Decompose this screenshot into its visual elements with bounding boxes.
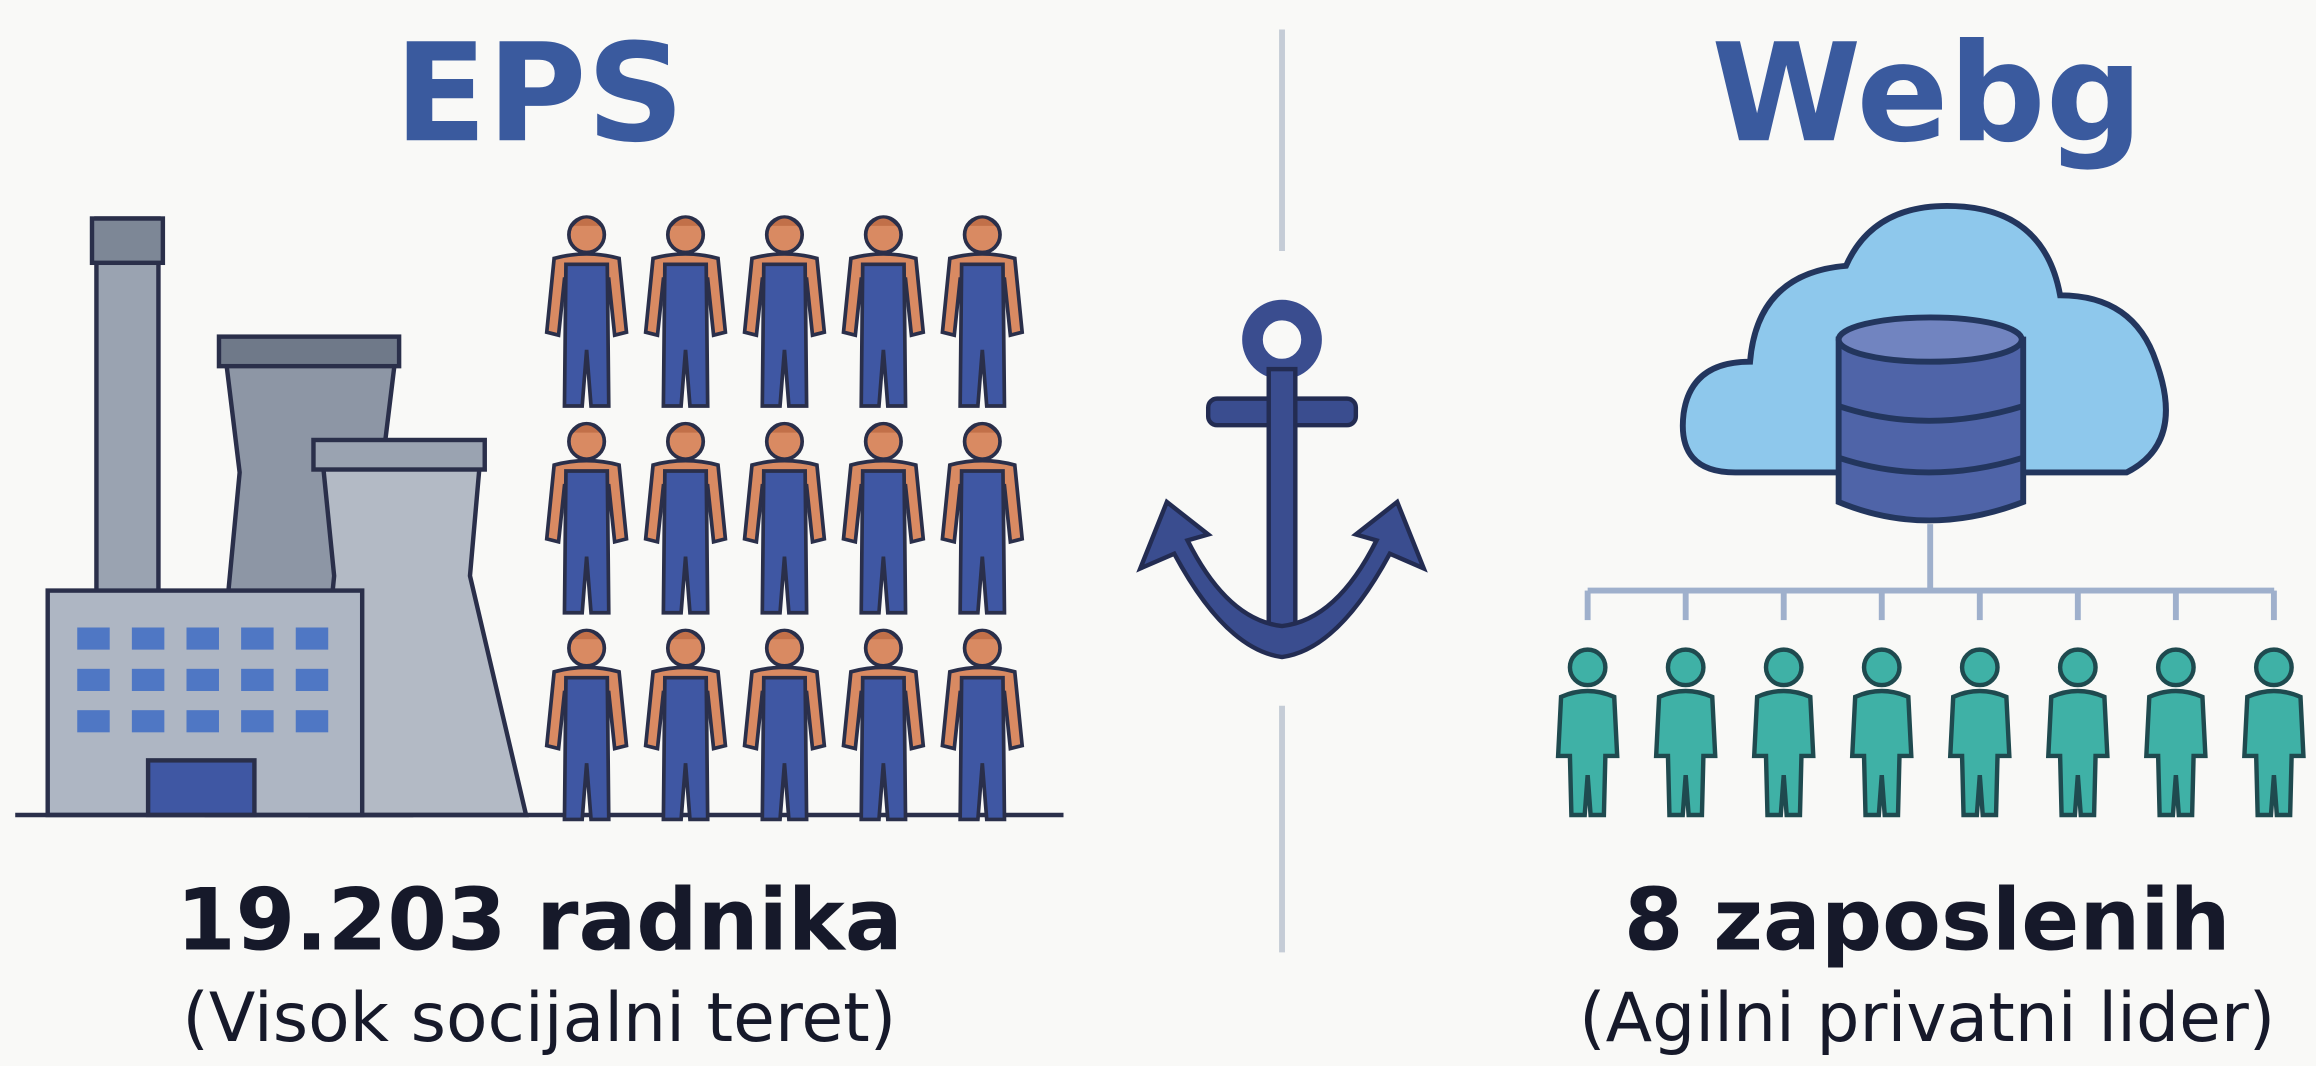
left-title: EPS — [394, 15, 684, 173]
worker — [547, 217, 627, 406]
employee — [2146, 650, 2205, 815]
worker — [646, 217, 726, 406]
employee — [1754, 650, 1813, 815]
right-panel: Webg 8 zaposlenih (Agilni privatni lider… — [1558, 15, 2303, 1058]
window — [241, 710, 273, 732]
right-subtitle: (Agilni privatni lider) — [1579, 979, 2275, 1058]
cloud-icon — [1588, 206, 2275, 620]
worker — [547, 630, 627, 819]
employee — [1558, 650, 1617, 815]
worker — [844, 424, 924, 613]
left-panel: EPS 19.203 radnika (Visok socijalni tere… — [15, 15, 1063, 1058]
window — [296, 669, 328, 691]
worker — [844, 217, 924, 406]
employee — [2244, 650, 2303, 815]
window — [296, 627, 328, 649]
window — [77, 669, 109, 691]
worker — [646, 630, 726, 819]
window — [186, 627, 218, 649]
employee — [1950, 650, 2009, 815]
right-title: Webg — [1711, 15, 2143, 173]
worker — [942, 424, 1022, 613]
employee — [1852, 650, 1911, 815]
window — [77, 710, 109, 732]
worker — [942, 217, 1022, 406]
right-headline: 8 zaposlenih — [1624, 871, 2231, 970]
worker — [745, 217, 825, 406]
window — [132, 627, 164, 649]
worker — [646, 424, 726, 613]
worker — [547, 424, 627, 613]
worker — [844, 630, 924, 819]
infographic: EPS 19.203 radnika (Visok socijalni tere… — [0, 0, 2316, 1066]
employee — [1656, 650, 1715, 815]
window — [132, 710, 164, 732]
window — [132, 669, 164, 691]
anchor-icon — [1140, 310, 1423, 657]
window — [241, 627, 273, 649]
window — [77, 627, 109, 649]
left-subtitle: (Visok socijalni teret) — [182, 979, 896, 1058]
worker — [942, 630, 1022, 819]
window — [186, 710, 218, 732]
left-headline: 19.203 radnika — [176, 871, 903, 970]
window — [186, 669, 218, 691]
worker — [745, 630, 825, 819]
worker-icons — [547, 217, 1022, 819]
worker — [745, 424, 825, 613]
employee — [2048, 650, 2107, 815]
window — [241, 669, 273, 691]
window — [296, 710, 328, 732]
employee-icons — [1558, 650, 2303, 815]
